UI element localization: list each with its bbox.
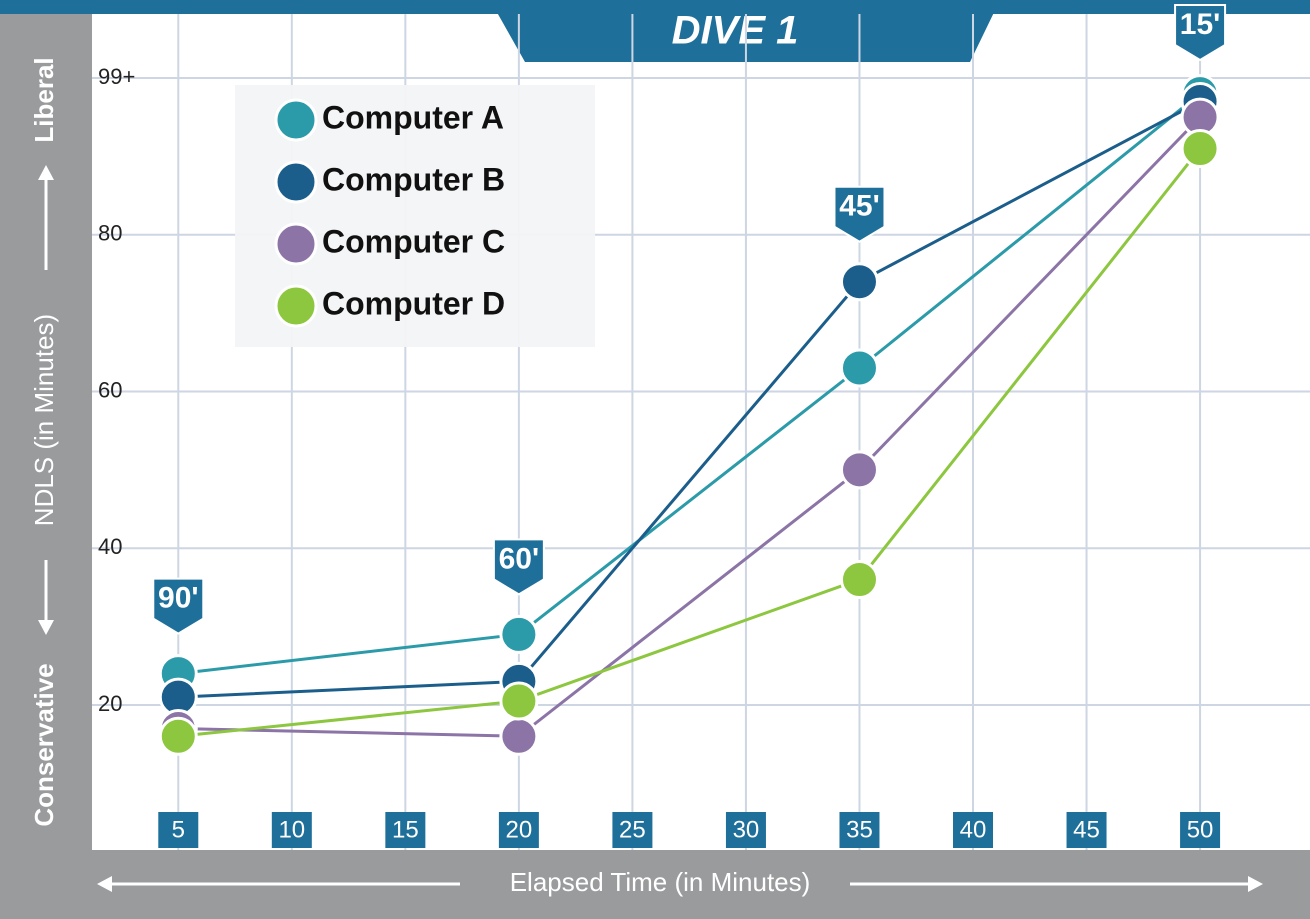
data-point bbox=[499, 681, 539, 721]
depth-label: 15' bbox=[1180, 8, 1221, 41]
legend-swatch bbox=[274, 284, 318, 328]
y-tick-label: 40 bbox=[98, 534, 122, 559]
x-tick-box bbox=[498, 812, 539, 848]
x-tick-label: 30 bbox=[733, 816, 760, 843]
series-line bbox=[178, 147, 1202, 738]
arrow-head bbox=[97, 876, 112, 892]
data-point bbox=[1180, 129, 1220, 169]
data-point bbox=[158, 716, 198, 756]
depth-label: 60' bbox=[499, 542, 540, 575]
x-tick-box bbox=[271, 812, 312, 848]
y-tick-label: 20 bbox=[98, 691, 122, 716]
data-point bbox=[839, 348, 879, 388]
x-axis-label: Elapsed Time (in Minutes) bbox=[510, 867, 811, 897]
x-tick-box bbox=[839, 812, 880, 848]
data-point bbox=[839, 262, 879, 302]
legend-label: Computer C bbox=[322, 223, 505, 259]
x-tick-box bbox=[725, 812, 766, 848]
data-point bbox=[499, 614, 539, 654]
arrow-head bbox=[38, 165, 54, 180]
x-tick-label: 10 bbox=[278, 816, 305, 843]
arrow-head bbox=[1248, 876, 1263, 892]
depth-flag bbox=[152, 577, 205, 635]
legend-label: Computer D bbox=[322, 285, 505, 321]
y-tick-label: 80 bbox=[98, 221, 122, 246]
y-tick-label: 60 bbox=[98, 377, 122, 402]
x-tick-label: 50 bbox=[1187, 816, 1214, 843]
depth-flag bbox=[1174, 4, 1227, 62]
series-line bbox=[178, 92, 1202, 676]
x-tick-label: 5 bbox=[172, 816, 185, 843]
legend-label: Computer A bbox=[322, 99, 504, 135]
x-tick-label: 40 bbox=[960, 816, 987, 843]
legend-swatch bbox=[274, 222, 318, 266]
x-tick-box bbox=[158, 812, 199, 848]
x-tick-box bbox=[1180, 812, 1221, 848]
x-tick-label: 15 bbox=[392, 816, 419, 843]
legend-label: Computer B bbox=[322, 161, 505, 197]
y-axis-high-label: Liberal bbox=[29, 57, 59, 142]
legend: Computer A Computer B Computer C Computer D bbox=[235, 85, 595, 347]
data-point bbox=[839, 560, 879, 600]
x-tick-box bbox=[953, 812, 994, 848]
x-tick-box bbox=[1066, 812, 1107, 848]
data-point bbox=[839, 450, 879, 490]
y-axis-labels: Conservative NDLS (in Minutes) Liberal bbox=[29, 57, 59, 826]
depth-flag bbox=[492, 538, 545, 596]
x-tick-label: 45 bbox=[1073, 816, 1100, 843]
chart-title: DIVE 1 bbox=[672, 9, 799, 53]
series-line bbox=[178, 100, 1201, 699]
data-point bbox=[499, 716, 539, 756]
x-tick-box bbox=[612, 812, 653, 848]
grid: 20 40 60 80 99+ 5 10 15 20 25 30 35 40 45 50 bbox=[92, 14, 1310, 850]
legend-swatch bbox=[274, 98, 318, 142]
x-tick-label: 20 bbox=[506, 816, 533, 843]
y-axis-label: NDLS (in Minutes) bbox=[29, 314, 59, 526]
depth-label: 90' bbox=[158, 582, 199, 615]
x-tick-label: 35 bbox=[846, 816, 873, 843]
x-tick-box bbox=[385, 812, 426, 848]
y-axis-low-label: Conservative bbox=[29, 663, 59, 826]
legend-swatch bbox=[274, 160, 318, 204]
x-band bbox=[60, 850, 1310, 919]
series-line bbox=[178, 116, 1202, 738]
marks: 90' 60' 45' 15' bbox=[152, 4, 1227, 756]
arrow-head bbox=[38, 620, 54, 635]
depth-flag bbox=[833, 185, 886, 243]
y-tick-label: 99+ bbox=[98, 64, 135, 89]
x-tick-label: 25 bbox=[619, 816, 646, 843]
depth-label: 45' bbox=[839, 190, 880, 223]
